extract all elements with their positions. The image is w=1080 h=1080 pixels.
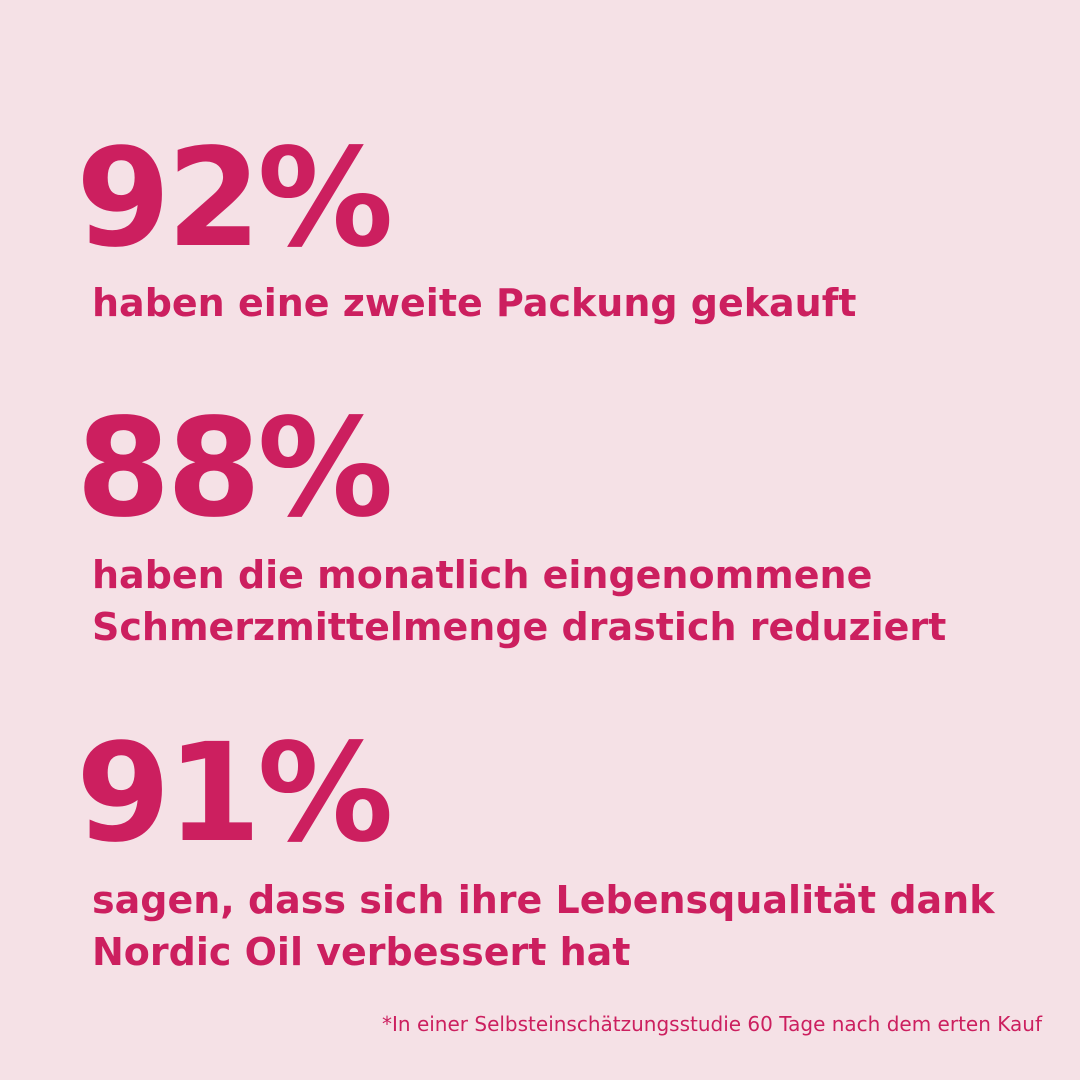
stat-figure: 88% — [76, 390, 390, 548]
stat-figure: 92% — [76, 120, 390, 278]
stat-text: sagen, dass sich ihre Lebensqualität dan… — [92, 878, 995, 922]
stat-text: Schmerzmittelmenge drastich reduziert — [92, 605, 946, 649]
stat-text: haben eine zweite Packung gekauft — [92, 281, 856, 325]
stat-figure: 91% — [76, 715, 390, 873]
stat-text: Nordic Oil verbessert hat — [92, 930, 630, 974]
footnote: *In einer Selbsteinschätzungsstudie 60 T… — [382, 1012, 1043, 1036]
stat-text: haben die monatlich eingenommene — [92, 553, 872, 597]
